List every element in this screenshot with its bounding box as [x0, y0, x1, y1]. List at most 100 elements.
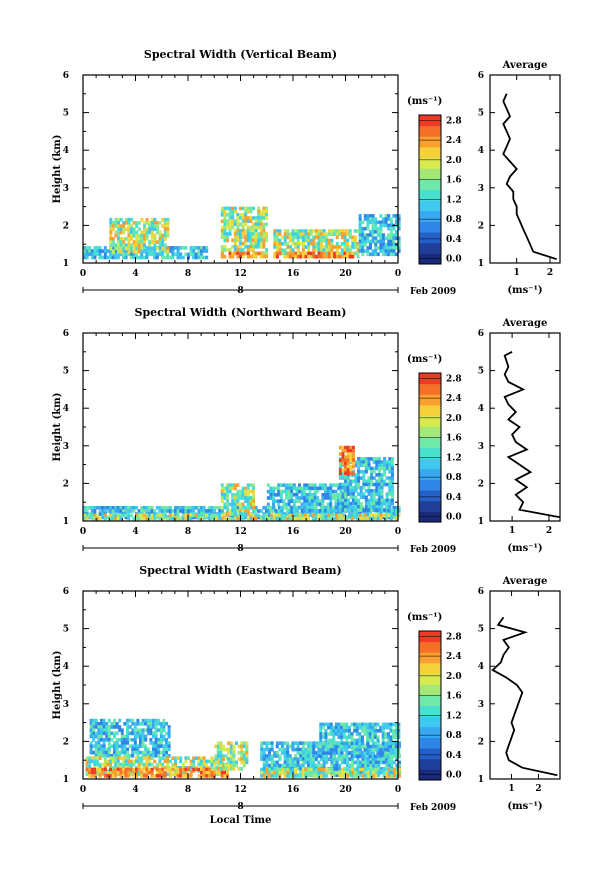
heatmap-cell	[157, 754, 161, 758]
heatmap-cell	[270, 747, 274, 752]
heatmap-cell	[385, 767, 388, 772]
heatmap-cell	[338, 774, 342, 778]
heatmap-cell	[346, 757, 349, 761]
heatmap-cell	[330, 229, 334, 233]
heatmap-cell	[322, 254, 326, 259]
heatmap-cell	[367, 485, 371, 490]
heatmap-cell	[332, 516, 336, 521]
heatmap-cell	[226, 506, 229, 510]
heatmap-cell	[96, 249, 99, 253]
y-tick-label: 1	[63, 775, 69, 785]
heatmap-cell	[377, 469, 381, 474]
heatmap-cell	[236, 513, 240, 518]
heatmap-cell	[350, 513, 354, 518]
heatmap-cell	[283, 232, 287, 236]
heatmap-cell	[351, 770, 355, 775]
heatmap-cell	[224, 767, 228, 771]
heatmap-cell	[387, 236, 391, 241]
heatmap-cell	[236, 245, 240, 249]
y-tick-label: 6	[63, 329, 69, 339]
heatmap-cell	[300, 486, 304, 491]
heatmap-cell	[351, 479, 355, 484]
heatmap-cell	[335, 767, 339, 771]
heatmap-cell	[372, 774, 375, 778]
heatmap-cell	[220, 225, 224, 230]
heatmap-cell	[96, 759, 99, 764]
heatmap-cell	[362, 492, 366, 496]
heatmap-cell	[290, 493, 294, 497]
heatmap-cell	[226, 213, 229, 217]
heatmap-cell	[249, 496, 253, 500]
heatmap-cell	[305, 499, 309, 503]
heatmap-cell	[321, 722, 325, 727]
heatmap-cell	[322, 235, 326, 240]
colorbar-tick-label: 2.4	[446, 652, 462, 662]
colorbar-swatch	[419, 490, 441, 502]
heatmap-cell	[92, 744, 96, 748]
heatmap-cell	[338, 251, 342, 256]
heatmap-cell	[312, 770, 316, 775]
heatmap-cell	[335, 232, 339, 236]
heatmap-cell	[307, 229, 311, 233]
heatmap-cell	[126, 754, 129, 758]
heatmap-cell	[262, 516, 266, 521]
heatmap-cell	[300, 496, 304, 500]
heatmap-cell	[288, 513, 292, 518]
heatmap-cell	[107, 738, 111, 742]
heatmap-cell	[389, 748, 393, 752]
heatmap-cell	[228, 512, 232, 516]
x-tick-label: 8	[185, 785, 191, 795]
heatmap-cell	[380, 492, 384, 496]
heatmap-cell	[334, 729, 338, 733]
heatmap-cell	[216, 747, 220, 752]
heatmap-cell	[96, 762, 99, 767]
heatmap-cell	[239, 493, 242, 497]
heatmap-cell	[171, 772, 175, 776]
heatmap-cell	[142, 513, 146, 518]
heatmap-cell	[286, 767, 290, 772]
heatmap-cell	[370, 473, 374, 477]
heatmap-cell	[340, 748, 344, 752]
heatmap-cell	[139, 728, 142, 732]
heatmap-cell	[96, 516, 99, 521]
heatmap-cell	[397, 246, 401, 250]
colorbar-swatch	[419, 189, 441, 201]
heatmap-cell	[266, 502, 270, 507]
heatmap-cell	[135, 770, 138, 775]
heatmap-cell	[90, 249, 94, 253]
heatmap-cell	[231, 512, 235, 516]
heatmap-cell	[350, 732, 354, 736]
heatmap-cell	[132, 516, 136, 521]
heatmap-cell	[166, 767, 170, 772]
heatmap-cell	[311, 483, 314, 487]
heatmap-cell	[346, 763, 349, 768]
heatmap-cell	[377, 495, 381, 500]
heatmap-cell	[342, 735, 346, 739]
heatmap-cell	[338, 445, 342, 450]
heatmap-cell	[176, 516, 180, 521]
heatmap-cell	[329, 493, 333, 497]
heatmap-cell	[224, 747, 228, 752]
heatmap-cell	[106, 506, 110, 510]
heatmap-cell	[262, 241, 266, 246]
heatmap-cell	[321, 486, 325, 491]
heatmap-cell	[200, 774, 203, 778]
heatmap-cell	[252, 254, 255, 259]
heatmap-cell	[200, 255, 203, 260]
average-line	[503, 350, 561, 519]
heatmap-cell	[379, 767, 383, 771]
heatmap-cell	[171, 767, 175, 772]
heatmap-cell	[311, 505, 314, 510]
heatmap-cell	[132, 770, 136, 775]
date-day-label: 8	[237, 544, 243, 554]
heatmap-cell	[162, 722, 166, 726]
heatmap-cell	[142, 506, 146, 510]
heatmap-cell	[109, 249, 112, 253]
date-month-label: Feb 2009	[410, 287, 456, 297]
heatmap-cell	[116, 516, 120, 521]
heatmap-cell	[372, 466, 376, 471]
heatmap-cell	[103, 249, 107, 253]
heatmap-cell	[88, 249, 92, 253]
heatmap-cell	[228, 229, 232, 233]
heatmap-cell	[137, 509, 141, 513]
